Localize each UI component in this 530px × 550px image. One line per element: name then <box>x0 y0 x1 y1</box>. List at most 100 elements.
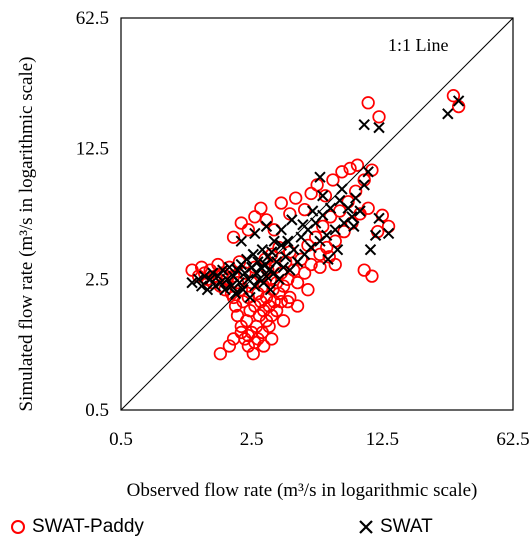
legend-label-swat-paddy: SWAT-Paddy <box>32 516 144 537</box>
swat-paddy-point <box>328 257 342 272</box>
swat-paddy-point <box>313 260 327 274</box>
swat-point <box>373 212 385 225</box>
swat-point <box>249 227 261 240</box>
x-axis-ticks: 0.5 2.5 12.5 62.5 <box>109 429 530 450</box>
swat-paddy-point <box>333 204 347 218</box>
swat-paddy-point <box>350 158 365 172</box>
swat-paddy-points <box>185 89 466 361</box>
swat-paddy-point <box>328 234 342 248</box>
swat-paddy-point <box>320 240 334 255</box>
swat-point <box>358 118 370 131</box>
swat-points <box>186 95 465 304</box>
legend-label-swat: SWAT <box>380 516 433 537</box>
y-tick-label: 0.5 <box>85 400 109 421</box>
x-tick-label: 62.5 <box>496 429 529 450</box>
swat-point <box>214 276 227 289</box>
swat-point <box>259 258 271 271</box>
y-tick-label: 12.5 <box>76 139 109 160</box>
swat-point <box>256 244 269 256</box>
swat-point <box>320 229 333 242</box>
y-axis-title: Simulated flow rate (m³/s in logarithmic… <box>16 57 37 412</box>
swat-point <box>219 284 231 296</box>
x-tick-label: 2.5 <box>240 429 264 450</box>
swat-paddy-point <box>452 99 466 114</box>
swat-point <box>442 108 454 120</box>
swat-point <box>324 202 337 214</box>
swat-point <box>268 267 280 279</box>
swat-point <box>217 264 229 276</box>
swat-point <box>354 205 366 217</box>
swat-paddy-point <box>297 266 312 280</box>
swat-point <box>275 239 287 252</box>
swat-point <box>322 253 334 265</box>
swat-paddy-point <box>301 283 315 297</box>
swat-point <box>358 179 370 191</box>
swat-point <box>264 284 277 296</box>
swat-point <box>260 220 273 233</box>
swat-point <box>260 270 273 282</box>
x-marker-icon <box>359 520 373 534</box>
swat-paddy-point <box>228 299 243 313</box>
swat-paddy-point <box>361 96 375 110</box>
swat-point <box>331 244 344 256</box>
swat-paddy-point <box>265 332 279 346</box>
plot-area-frame <box>120 17 514 411</box>
swat-paddy-point <box>365 269 379 283</box>
swat-point <box>305 241 317 254</box>
swat-point <box>249 280 261 292</box>
swat-point <box>373 121 385 134</box>
swat-paddy-point <box>326 173 340 187</box>
swat-point <box>286 214 298 226</box>
swat-point <box>277 261 290 273</box>
swat-paddy-point <box>257 339 271 353</box>
legend: SWAT-Paddy SWAT <box>0 512 530 542</box>
swat-point <box>209 280 222 292</box>
swat-paddy-point <box>259 213 274 227</box>
x-axis-title: Observed flow rate (m³/s in logarithmic … <box>127 480 478 501</box>
swat-point <box>268 235 280 247</box>
swat-point <box>207 267 219 279</box>
swat-paddy-point <box>234 216 248 230</box>
swat-point <box>349 192 362 204</box>
x-tick-label: 0.5 <box>109 429 133 450</box>
swat-point <box>229 287 242 300</box>
swat-paddy-point <box>234 325 248 340</box>
one-to-one-line-label: 1:1 Line <box>388 35 449 55</box>
scatter-chart: 0.5 2.5 12.5 62.5 0.5 2.5 12.5 62.5 1:1 Line S… <box>16 8 530 501</box>
swat-paddy-point <box>274 196 288 210</box>
swat-paddy-point <box>372 110 386 124</box>
swat-point <box>198 270 211 282</box>
swat-point <box>297 218 309 231</box>
y-axis-ticks: 0.5 2.5 12.5 62.5 <box>76 8 109 421</box>
y-tick-label: 2.5 <box>85 269 109 290</box>
swat-point <box>273 273 285 286</box>
swat-paddy-point <box>290 275 305 290</box>
swat-point <box>329 224 341 236</box>
swat-paddy-point <box>248 210 262 224</box>
swat-point <box>240 253 253 265</box>
swat-point <box>314 171 326 183</box>
swat-point <box>369 229 382 242</box>
swat-paddy-point <box>226 332 241 346</box>
swat-point <box>201 284 214 296</box>
swat-paddy-point <box>322 250 336 264</box>
swat-point <box>186 276 198 289</box>
legend-item-swat-paddy: SWAT-Paddy <box>8 516 144 538</box>
swat-paddy-point <box>318 189 333 203</box>
swat-point <box>275 224 287 236</box>
swat-point <box>252 256 264 268</box>
swat-paddy-point <box>276 314 291 328</box>
swat-paddy-point <box>283 207 297 221</box>
swat-point <box>235 235 247 247</box>
swat-paddy-point <box>371 224 385 239</box>
swat-point <box>231 264 244 276</box>
swat-paddy-point <box>290 299 305 313</box>
swat-paddy-point <box>304 257 318 272</box>
swat-point <box>225 280 238 292</box>
swat-paddy-point <box>313 247 327 262</box>
swat-point <box>282 235 294 247</box>
swat-point <box>233 276 246 289</box>
swat-paddy-point <box>248 335 262 350</box>
swat-point <box>317 190 329 202</box>
swat-paddy-point <box>357 263 371 277</box>
